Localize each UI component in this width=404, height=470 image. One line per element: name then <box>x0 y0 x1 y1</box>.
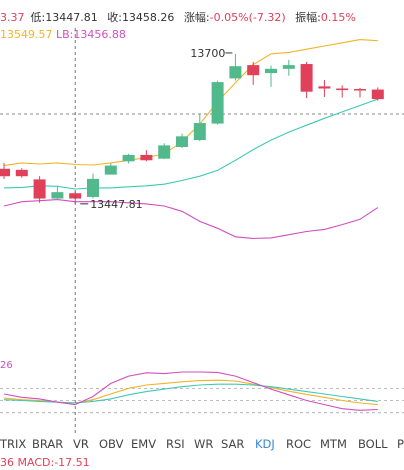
amplitude-value: 0.15% <box>320 11 356 24</box>
candle-body <box>211 82 224 124</box>
tab-boll[interactable]: BOLL <box>358 437 388 451</box>
kdj-d-line <box>3 383 378 404</box>
change-value: -0.05%(-7.32) <box>209 11 286 24</box>
tab-obv[interactable]: OBV <box>99 437 124 451</box>
candle-body <box>354 89 366 91</box>
candle-body <box>140 154 153 161</box>
candle-body <box>122 154 135 162</box>
price-info-bar: 3.37 低:13447.81 收:13458.26 涨幅:-0.05%(-7.3… <box>0 9 362 25</box>
candle-body <box>51 192 64 199</box>
boll-lines <box>3 39 379 239</box>
candlestick-series <box>0 53 384 204</box>
amplitude-label: 振幅: <box>295 11 321 24</box>
candle-body <box>229 66 242 79</box>
prev-value-fragment: 3.37 <box>0 11 25 24</box>
tab-sar[interactable]: SAR <box>221 437 245 451</box>
boll-mid-line <box>3 98 378 190</box>
candle-body <box>87 178 99 197</box>
tab-brar[interactable]: BRAR <box>32 437 64 451</box>
kdj-j-line <box>3 371 378 411</box>
candle-body <box>0 168 10 177</box>
tab-roc[interactable]: ROC <box>286 437 312 451</box>
close-value: 13458.26 <box>121 11 175 24</box>
candle-body <box>158 145 171 159</box>
candle-body <box>247 65 260 76</box>
boll-lower-line <box>3 199 379 239</box>
boll-lb-value: 13456.88 <box>73 28 126 41</box>
boll-upper-fragment: 13549.57 <box>0 28 53 41</box>
candle-body <box>265 68 277 74</box>
candle-body <box>300 64 313 92</box>
high-price-marker: 13700 <box>190 47 225 60</box>
candle-body <box>15 169 28 177</box>
tab-kdj[interactable]: KDJ <box>255 437 275 451</box>
kdj-lines <box>3 371 378 411</box>
tab-rsi[interactable]: RSI <box>166 437 185 451</box>
kdj-value: 26 <box>0 360 13 371</box>
candle-body <box>193 123 206 141</box>
candle-body <box>104 165 117 175</box>
kdj-k-line <box>3 379 378 406</box>
candle-body <box>371 89 384 100</box>
kline-chart[interactable]: 13700 13447.81 <box>0 0 404 440</box>
tab-emv[interactable]: EMV <box>131 437 157 451</box>
candle-body <box>282 65 295 69</box>
candle-body <box>69 193 82 199</box>
low-value: 13447.81 <box>45 11 98 24</box>
indicator-tabs: TRIX BRAR VR OBV EMV RSI WR SAR KDJ ROC MTM BOLL PS <box>0 437 404 453</box>
close-label: 收: <box>107 11 122 24</box>
macd-label: MACD: <box>17 456 55 469</box>
tab-mtm[interactable]: MTM <box>320 437 347 451</box>
tab-trix[interactable]: TRIX <box>0 437 27 451</box>
macd-readout: 36 MACD:-17.51 <box>0 456 90 469</box>
tab-ps[interactable]: PS <box>397 437 404 451</box>
boll-lb-label: LB: <box>56 28 74 41</box>
boll-upper-line <box>3 39 378 167</box>
low-label: 低: <box>30 11 46 24</box>
low-price-marker: 13447.81 <box>90 198 143 211</box>
kdj-reference-lines <box>0 387 404 414</box>
crosshair <box>74 28 233 436</box>
candle-body <box>318 86 331 89</box>
change-label: 涨幅: <box>183 11 210 24</box>
macd-value: -17.51 <box>54 456 90 469</box>
candle-body <box>336 88 349 91</box>
tab-wr[interactable]: WR <box>194 437 214 451</box>
tab-vr[interactable]: VR <box>73 437 89 451</box>
candle-body <box>33 179 46 199</box>
candle-body <box>176 136 188 147</box>
macd-prefix: 36 <box>0 456 14 469</box>
boll-legend: 13549.57 LB:13456.88 <box>0 28 126 41</box>
